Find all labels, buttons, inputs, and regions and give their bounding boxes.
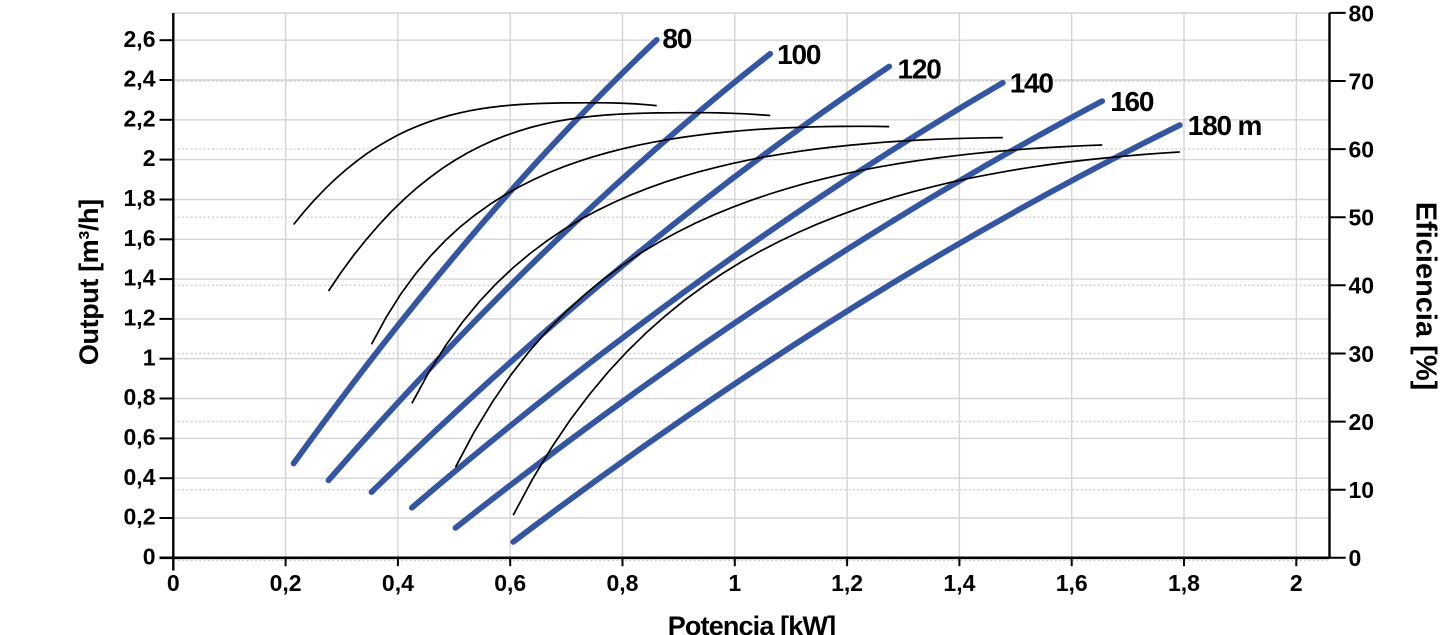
svg-text:70: 70 (1349, 68, 1375, 94)
svg-text:1,4: 1,4 (943, 570, 975, 596)
svg-text:120: 120 (898, 54, 942, 85)
svg-text:10: 10 (1349, 477, 1375, 503)
svg-text:0: 0 (1349, 545, 1362, 571)
svg-text:140: 140 (1010, 68, 1054, 99)
svg-text:60: 60 (1349, 137, 1375, 163)
svg-text:0: 0 (167, 570, 180, 596)
svg-text:1: 1 (728, 570, 741, 596)
svg-text:30: 30 (1349, 341, 1375, 367)
svg-text:100: 100 (777, 39, 821, 70)
svg-text:0: 0 (143, 543, 156, 569)
svg-text:Eficiencia [%]: Eficiencia [%] (1410, 202, 1442, 391)
svg-text:1,6: 1,6 (1056, 570, 1088, 596)
svg-text:80: 80 (662, 23, 691, 54)
svg-text:Potencia [kW]: Potencia [kW] (668, 611, 835, 635)
svg-text:2,2: 2,2 (124, 105, 156, 131)
svg-text:Output [m³/h]: Output [m³/h] (74, 199, 104, 365)
svg-text:0,6: 0,6 (494, 570, 526, 596)
svg-text:2: 2 (143, 145, 156, 171)
svg-text:2: 2 (1290, 570, 1303, 596)
svg-text:0,8: 0,8 (124, 384, 156, 410)
svg-text:1,2: 1,2 (124, 305, 156, 331)
svg-text:1: 1 (143, 344, 156, 370)
svg-text:50: 50 (1349, 205, 1375, 231)
svg-text:40: 40 (1349, 273, 1375, 299)
svg-text:180 m: 180 m (1188, 110, 1262, 141)
svg-text:0,8: 0,8 (607, 570, 639, 596)
svg-text:0,2: 0,2 (270, 570, 302, 596)
svg-text:1,4: 1,4 (124, 265, 156, 291)
svg-text:0,2: 0,2 (124, 504, 156, 530)
svg-text:0,4: 0,4 (124, 464, 156, 490)
svg-text:2,4: 2,4 (124, 66, 156, 92)
svg-text:80: 80 (1349, 0, 1375, 26)
svg-text:1,8: 1,8 (1168, 570, 1200, 596)
svg-text:0,6: 0,6 (124, 424, 156, 450)
svg-text:0,4: 0,4 (382, 570, 414, 596)
svg-text:2,6: 2,6 (124, 26, 156, 52)
svg-text:20: 20 (1349, 409, 1375, 435)
svg-text:1,8: 1,8 (124, 185, 156, 211)
svg-text:1,2: 1,2 (831, 570, 863, 596)
svg-text:1,6: 1,6 (124, 225, 156, 251)
svg-text:160: 160 (1110, 86, 1154, 117)
